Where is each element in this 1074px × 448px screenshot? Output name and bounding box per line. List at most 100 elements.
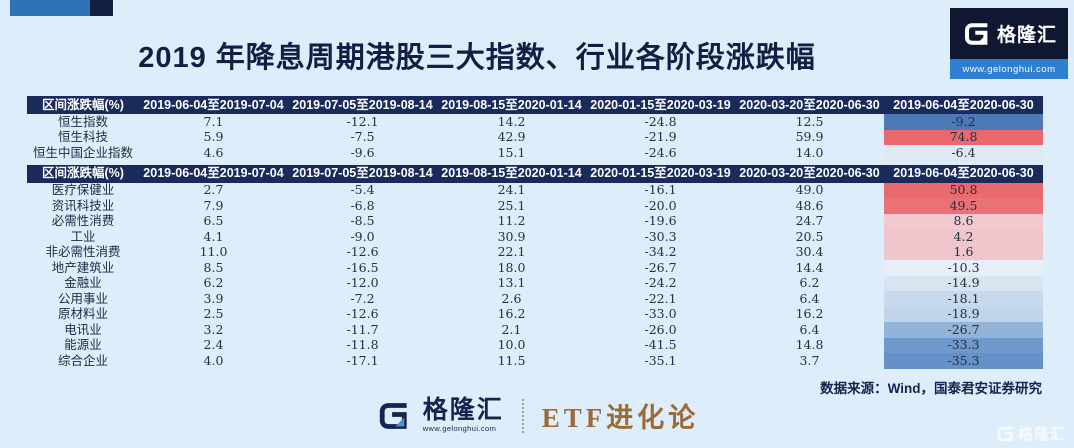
table-row: 地产建筑业 8.5 -16.5 18.0 -26.7 14.4 -10.3 xyxy=(27,260,1043,276)
value-cell: 4.6 xyxy=(203,144,224,160)
table-row: 恒生中国企业指数 4.6 -9.6 15.1 -24.6 14.0 -6.4 xyxy=(27,145,1043,161)
value-cell: 14.4 xyxy=(795,259,824,275)
value-cell: 22.1 xyxy=(497,244,526,259)
value-cell: 14.0 xyxy=(795,144,824,160)
value-cell: -33.0 xyxy=(644,306,677,321)
value-cell: 12.5 xyxy=(795,113,824,129)
value-cell: -24.6 xyxy=(644,144,677,160)
table-corner-header: 区间涨跌幅(%) xyxy=(27,164,139,183)
column-header: 2019-07-05至2019-08-14 xyxy=(288,164,437,183)
data-source-note: 数据来源：Wind，国泰君安证券研究 xyxy=(820,381,1042,396)
value-cell: 42.9 xyxy=(497,129,526,144)
footer-series-label: ETF进化论 xyxy=(541,403,700,433)
row-label: 地产建筑业 xyxy=(51,259,115,275)
table-row: 资讯科技业 7.9 -6.8 25.1 -20.0 48.6 49.5 xyxy=(27,198,1043,214)
total-period-cell: -14.9 xyxy=(884,275,1043,291)
value-cell: 24.1 xyxy=(497,182,526,197)
row-label: 电讯业 xyxy=(64,321,102,337)
value-cell: -24.8 xyxy=(644,113,677,129)
sector-performance-table: 区间涨跌幅(%) 2019-06-04至2019-07-04 2019-07-05至… xyxy=(27,164,1043,369)
table-row: 综合企业 4.0 -17.1 11.5 -35.1 3.7 -35.3 xyxy=(27,353,1043,369)
value-cell: 59.9 xyxy=(795,129,824,144)
value-cell: 6.4 xyxy=(799,290,820,306)
row-label: 金融业 xyxy=(64,275,102,290)
value-cell: 11.2 xyxy=(497,213,526,228)
column-header: 2020-03-20至2020-06-30 xyxy=(735,96,884,114)
total-period-cell: -33.3 xyxy=(884,337,1043,353)
row-label: 恒生中国企业指数 xyxy=(32,144,133,160)
value-cell: 4.1 xyxy=(203,228,224,244)
value-cell: -12.0 xyxy=(346,275,379,290)
column-header: 2020-01-15至2020-03-19 xyxy=(586,96,735,114)
decor-bar-navy xyxy=(90,0,113,16)
row-label: 资讯科技业 xyxy=(51,197,115,213)
table-row: 非必需性消费 11.0 -12.6 22.1 -34.2 30.4 1.6 xyxy=(27,244,1043,260)
column-header: 2020-01-15至2020-03-19 xyxy=(586,164,735,183)
value-cell: 11.5 xyxy=(497,352,526,368)
value-cell: 30.9 xyxy=(497,228,526,244)
value-cell: 2.5 xyxy=(203,306,224,321)
value-cell: 10.0 xyxy=(497,337,526,352)
column-header: 2019-06-04至2020-06-30 xyxy=(884,96,1043,114)
value-cell: -22.1 xyxy=(644,290,677,306)
value-cell: -34.2 xyxy=(644,244,677,259)
footer-brand: 格隆汇 www.gelonghui.com ETF进化论 xyxy=(0,396,1074,435)
value-cell: 8.5 xyxy=(203,259,224,275)
value-cell: -7.2 xyxy=(350,290,375,306)
value-cell: 13.1 xyxy=(497,275,526,290)
gelonghui-g-icon xyxy=(379,402,407,429)
total-period-cell: 4.2 xyxy=(884,229,1043,245)
sector-table-header-row: 区间涨跌幅(%) 2019-06-04至2019-07-04 2019-07-05至… xyxy=(27,164,1043,183)
table-row: 恒生指数 7.1 -12.1 14.2 -24.8 12.5 -9.2 xyxy=(27,114,1043,130)
value-cell: 20.5 xyxy=(795,228,824,244)
index-table-header-row: 区间涨跌幅(%) 2019-06-04至2019-07-04 2019-07-05至… xyxy=(27,96,1043,114)
total-period-cell: -18.1 xyxy=(884,291,1043,307)
value-cell: -16.5 xyxy=(346,259,379,275)
index-performance-table: 区间涨跌幅(%) 2019-06-04至2019-07-04 2019-07-05至… xyxy=(27,96,1043,161)
page-title: 2019 年降息周期港股三大指数、行业各阶段涨跌幅 xyxy=(138,42,816,74)
value-cell: -30.3 xyxy=(644,228,677,244)
value-cell: -5.4 xyxy=(350,182,375,197)
column-header: 2019-06-04至2020-06-30 xyxy=(884,164,1043,183)
table-row: 恒生科技 5.9 -7.5 42.9 -21.9 59.9 74.8 xyxy=(27,129,1043,145)
value-cell: 7.9 xyxy=(203,197,224,213)
column-header: 2019-06-04至2019-07-04 xyxy=(139,164,288,183)
value-cell: -11.8 xyxy=(346,337,379,352)
value-cell: -12.6 xyxy=(346,306,379,321)
total-period-cell: 49.5 xyxy=(884,198,1043,214)
row-label: 公用事业 xyxy=(57,290,108,306)
value-cell: -26.7 xyxy=(644,259,677,275)
value-cell: 4.0 xyxy=(203,352,224,368)
row-label: 工业 xyxy=(70,228,96,244)
row-label: 非必需性消费 xyxy=(45,244,121,259)
table-row: 电讯业 3.2 -11.7 2.1 -26.0 6.4 -26.7 xyxy=(27,322,1043,338)
value-cell: 24.7 xyxy=(795,213,824,228)
watermark-text: 格隆汇 xyxy=(1017,426,1066,443)
table-row: 公用事业 3.9 -7.2 2.6 -22.1 6.4 -18.1 xyxy=(27,291,1043,307)
row-label: 医疗保健业 xyxy=(51,182,115,197)
column-header: 2019-07-05至2019-08-14 xyxy=(288,96,437,114)
value-cell: -21.9 xyxy=(644,129,677,144)
value-cell: -41.5 xyxy=(644,337,677,352)
value-cell: 2.6 xyxy=(501,290,522,306)
brand-logo-box: 格隆汇 www.gelonghui.com xyxy=(950,8,1068,79)
row-label: 恒生科技 xyxy=(57,129,108,144)
value-cell: 2.1 xyxy=(501,321,522,337)
value-cell: 15.1 xyxy=(497,144,526,160)
total-period-cell: -26.7 xyxy=(884,322,1043,338)
decor-bar-blue xyxy=(10,0,90,16)
value-cell: -24.2 xyxy=(644,275,677,290)
value-cell: 18.0 xyxy=(497,259,526,275)
row-label: 原材料业 xyxy=(57,306,108,321)
value-cell: 14.8 xyxy=(795,337,824,352)
column-header: 2020-03-20至2020-06-30 xyxy=(735,164,884,183)
total-period-cell: -35.3 xyxy=(884,353,1043,369)
brand-website: www.gelonghui.com xyxy=(950,59,1068,79)
value-cell: 3.7 xyxy=(799,352,820,368)
footer-divider xyxy=(521,398,524,433)
total-period-cell: -18.9 xyxy=(884,306,1043,322)
value-cell: 48.6 xyxy=(795,197,824,213)
value-cell: -17.1 xyxy=(346,352,379,368)
value-cell: 7.1 xyxy=(203,113,224,129)
footer-brand-website: www.gelonghui.com xyxy=(422,424,497,434)
